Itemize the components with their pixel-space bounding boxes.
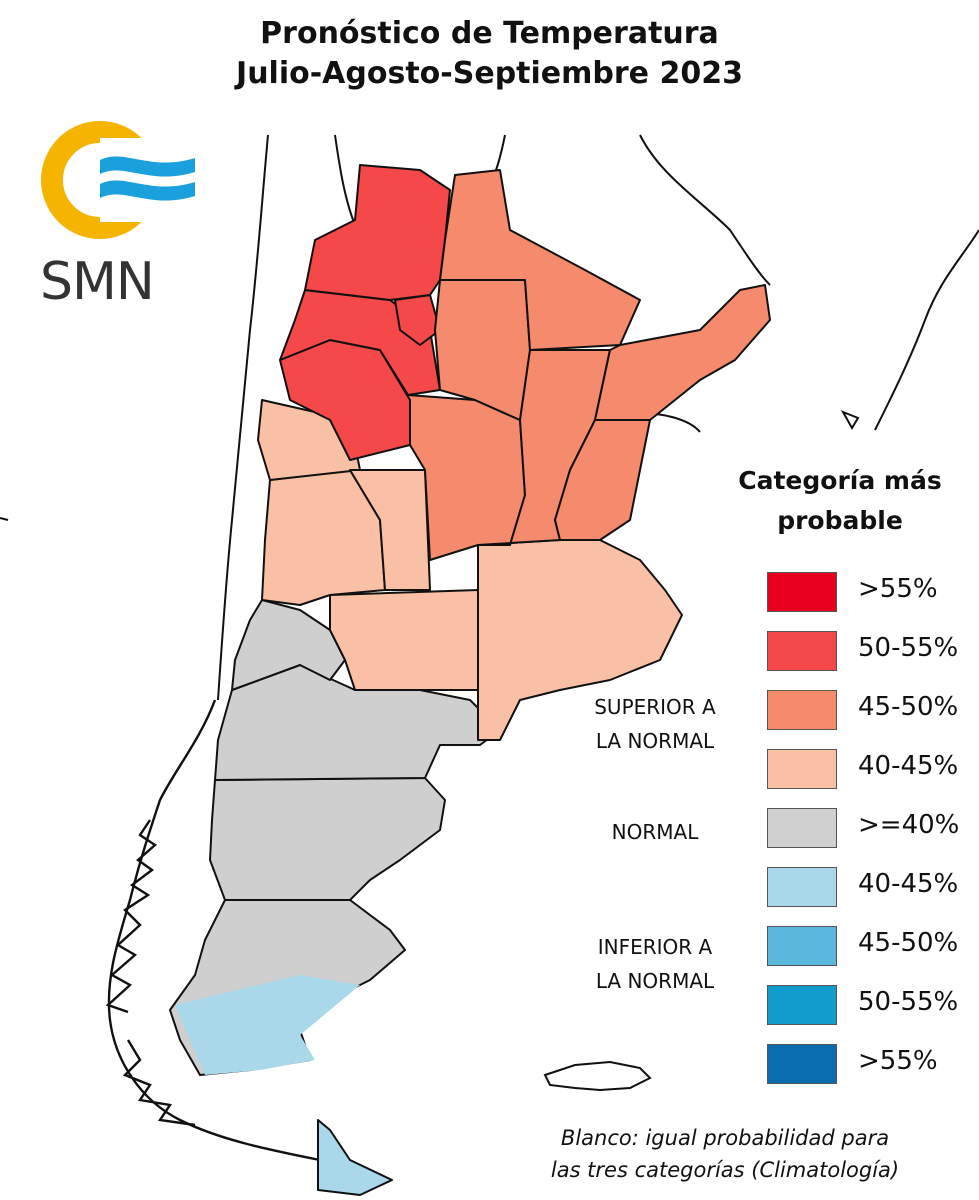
smn-logo-text: SMN — [40, 252, 155, 312]
region-tierra-del-fuego — [317, 1119, 393, 1196]
smn-logo-mark — [0, 108, 232, 330]
legend-group-inferior-line2: LA NORMAL — [595, 969, 715, 993]
legend-swatch — [767, 631, 837, 671]
legend-swatch — [767, 985, 837, 1025]
region-neuquen — [231, 599, 346, 691]
legend-swatch — [767, 690, 837, 730]
legend-label: 45-50% — [858, 928, 959, 958]
region-entre-rios — [554, 419, 651, 541]
legend-swatch — [767, 926, 837, 966]
legend-label: 50-55% — [858, 987, 959, 1017]
map-title-line2: Julio-Agosto-Septiembre 2023 — [236, 56, 743, 91]
legend-title-line1: Categoría más — [738, 466, 942, 495]
legend-group-superior-line2: LA NORMAL — [595, 729, 715, 753]
legend-swatch — [767, 867, 837, 907]
region-chubut — [209, 777, 446, 901]
legend-label: 40-45% — [858, 869, 959, 899]
legend-group-superior: SUPERIOR A LA NORMAL — [570, 690, 740, 758]
legend-label: >=40% — [858, 810, 960, 840]
region-salta-jujuy — [304, 164, 451, 301]
legend-swatch — [767, 572, 837, 612]
legend-note: Blanco: igual probabilidad para las tres… — [495, 1122, 955, 1186]
map-title-line1: Pronóstico de Temperatura — [260, 16, 719, 51]
legend-title-line2: probable — [777, 506, 903, 535]
legend-label: 40-45% — [858, 751, 959, 781]
legend-label: 50-55% — [858, 633, 959, 663]
legend-group-normal-line1: NORMAL — [611, 820, 699, 844]
legend-label: >55% — [858, 1046, 938, 1076]
chile-coast — [105, 699, 351, 1191]
legend-swatch — [767, 1044, 837, 1084]
malvinas-islands — [543, 1060, 652, 1092]
region-buenos-aires — [477, 539, 683, 741]
legend-label: 45-50% — [858, 692, 959, 722]
legend-note-line1: Blanco: igual probabilidad para — [560, 1126, 890, 1150]
region-san-luis — [349, 469, 431, 591]
region-la-pampa — [329, 589, 479, 691]
region-corrientes — [594, 284, 771, 421]
legend-swatch — [767, 808, 837, 848]
legend-group-superior-line1: SUPERIOR A — [594, 695, 716, 719]
legend-swatch — [767, 749, 837, 789]
legend-group-inferior: INFERIOR A LA NORMAL — [570, 930, 740, 998]
legend-note-line2: las tres categorías (Climatología) — [550, 1158, 900, 1182]
legend-label: >55% — [858, 574, 938, 604]
legend-group-inferior-line1: INFERIOR A — [597, 935, 713, 959]
legend-group-normal: NORMAL — [570, 815, 740, 849]
